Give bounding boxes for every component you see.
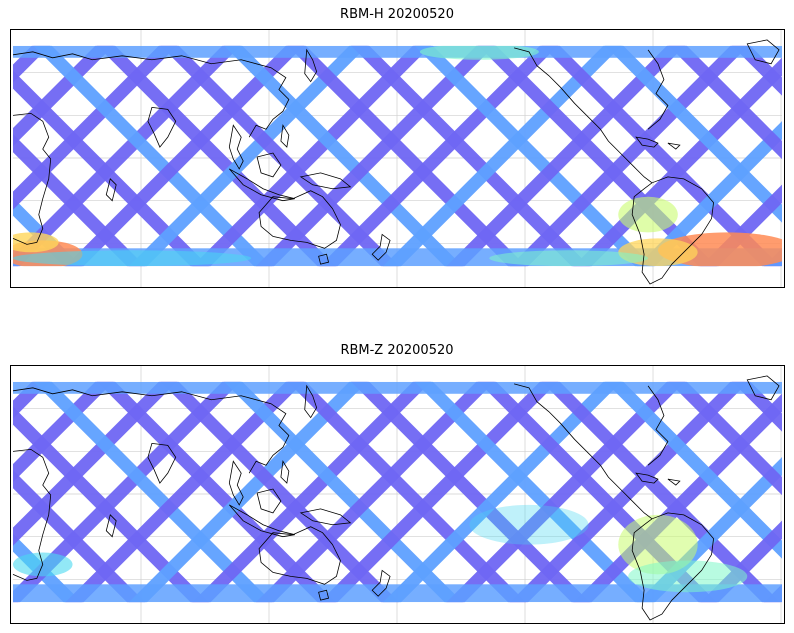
bottom-coastline: [647, 385, 669, 466]
bottom-coastline: [229, 504, 295, 538]
top-coastline: [258, 190, 341, 249]
top-ascending-swath: [605, 45, 783, 223]
top-descending-swath: [128, 45, 368, 267]
top-coastline: [256, 152, 282, 178]
top-ascending-swath: [33, 45, 273, 267]
bottom-ascending-swath: [224, 381, 463, 603]
top-ascending-swath: [414, 45, 654, 267]
top-descending-swath: [382, 45, 622, 267]
bottom-coastline: [318, 589, 330, 601]
top-coastline: [105, 178, 117, 202]
top-coastline: [299, 172, 352, 190]
top-coastline: [229, 168, 295, 202]
top-ascending-swath: [732, 45, 783, 96]
bottom-south-band: [12, 584, 783, 603]
top-coastline: [746, 39, 780, 65]
bottom-coastline: [371, 569, 391, 597]
bottom-ascending-swath: [351, 381, 590, 603]
top-ascending-swath: [668, 45, 783, 160]
bottom-ascending-swath: [605, 381, 783, 559]
top-coastline: [667, 142, 681, 150]
top-descending-swath: [319, 45, 558, 267]
top-ascending-swath: [97, 45, 336, 267]
bottom-coastline: [105, 514, 117, 538]
bottom-coastline: [631, 512, 714, 621]
bottom-coastline: [513, 383, 623, 492]
top-coastlines: [12, 39, 780, 285]
bottom-pacific-light: [469, 504, 589, 545]
bottom-descending-swath: [382, 381, 622, 603]
bottom-swath-map: [12, 366, 783, 623]
bottom-coastline: [228, 460, 244, 506]
bottom-south-atlantic-band: [628, 560, 748, 593]
bottom-coastline: [12, 387, 290, 474]
top-ascending-swath: [351, 45, 590, 267]
bottom-coastline: [746, 375, 780, 401]
bottom-coastline: [621, 490, 653, 520]
top-south-america-mid: [618, 196, 678, 233]
top-map-title: RBM-H 20200520: [340, 7, 454, 22]
bottom-map-title: RBM-Z 20200520: [340, 343, 454, 358]
bottom-coastline: [635, 472, 659, 484]
bottom-ascending-swath: [732, 381, 783, 432]
bottom-coastlines: [12, 375, 780, 621]
top-coastline: [147, 106, 177, 148]
bottom-north-band: [12, 381, 783, 394]
top-coastline: [280, 124, 290, 148]
bottom-map-panel: [10, 365, 785, 624]
bottom-descending-swath: [319, 381, 558, 603]
top-ascending-swath: [287, 45, 527, 267]
bottom-coastline: [258, 526, 341, 585]
top-coastline: [631, 176, 714, 285]
bottom-descending-swath: [128, 381, 368, 603]
bottom-ascending-swath: [97, 381, 336, 603]
top-map-panel: [10, 29, 785, 288]
top-north-band: [12, 45, 783, 58]
top-southern-ocean-band: [12, 250, 252, 267]
top-south-pacific-band: [489, 250, 649, 267]
bottom-descending-swath: [192, 381, 431, 603]
top-descending-swath: [636, 121, 783, 267]
top-coastline: [304, 48, 318, 83]
bottom-coastline: [667, 478, 681, 486]
top-coastline: [371, 233, 391, 261]
bottom-ascending-swath: [33, 381, 273, 603]
top-coastline: [621, 154, 653, 184]
top-coastline: [635, 136, 659, 148]
top-north-pacific-mid: [419, 45, 539, 60]
top-descending-swath: [192, 45, 431, 267]
top-ascending-swath: [224, 45, 463, 267]
top-ascending-swath: [160, 45, 400, 267]
bottom-high-value-regions: [12, 504, 748, 593]
bottom-coastline: [256, 488, 282, 514]
top-coastline: [12, 51, 290, 138]
bottom-ascending-swath: [160, 381, 400, 603]
top-swath-map: [12, 30, 783, 287]
bottom-coastline: [299, 508, 352, 526]
bottom-ascending-swath: [287, 381, 527, 603]
bottom-coastline: [147, 442, 177, 484]
bottom-coastline: [304, 384, 318, 419]
top-coastline: [12, 112, 52, 245]
bottom-ascending-swath: [668, 381, 783, 496]
bottom-coastline: [12, 448, 52, 581]
top-coastline: [228, 124, 244, 170]
bottom-coastline: [280, 460, 290, 484]
top-coastline: [513, 47, 623, 156]
bottom-ascending-swath: [414, 381, 654, 603]
top-coastline: [647, 49, 669, 130]
top-coastline: [318, 253, 330, 265]
